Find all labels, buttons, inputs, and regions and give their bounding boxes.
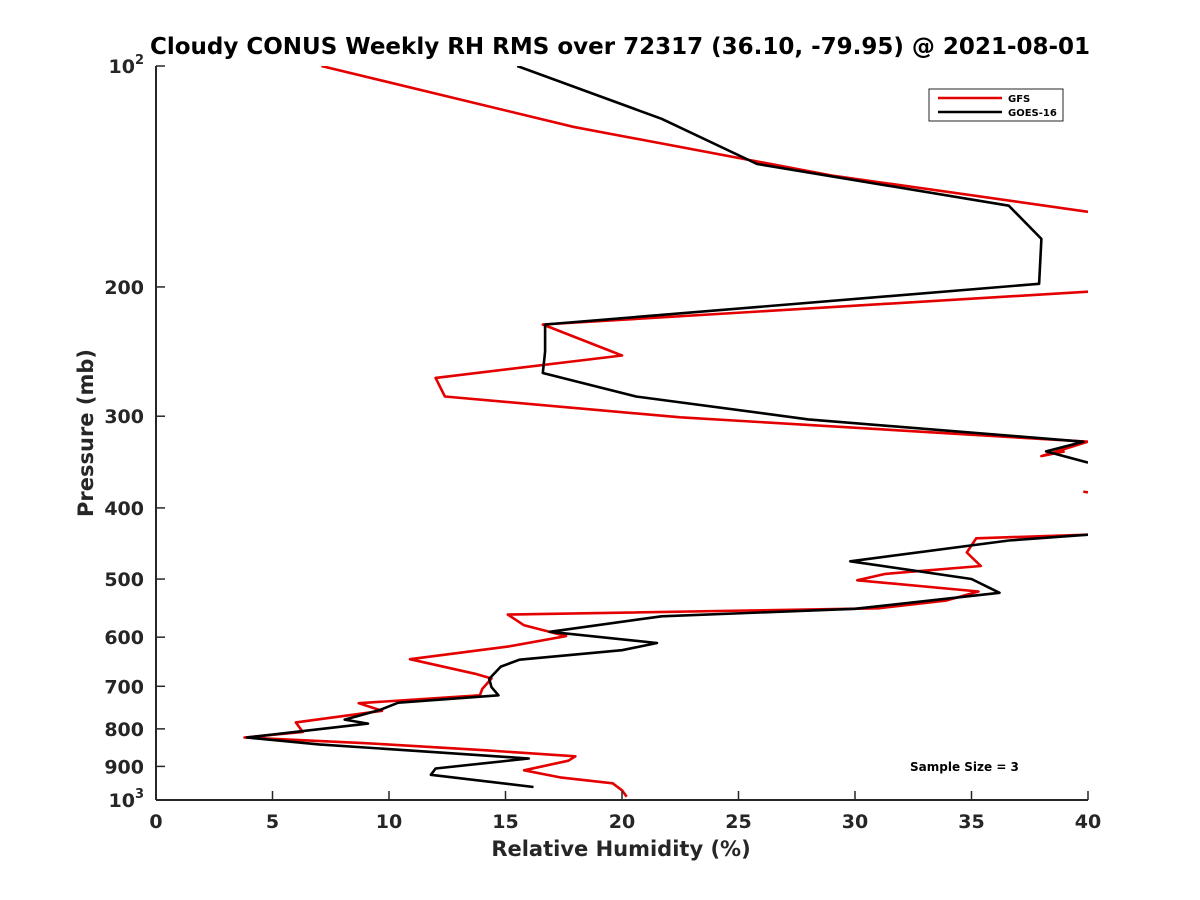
x-tick-label: 35 (958, 811, 984, 833)
series-line-gfs-1 (434, 290, 1088, 443)
y-tick-exponent: 2 (135, 53, 144, 68)
y-tick-label: 300 (104, 406, 144, 428)
legend-label-goes16: GOES-16 (1008, 108, 1057, 119)
y-tick-label: 200 (104, 277, 144, 299)
y-tick-base: 10 (109, 790, 135, 812)
y-tick-label: 700 (104, 676, 144, 698)
x-tick-label: 30 (842, 811, 868, 833)
y-tick-exponent: 3 (135, 787, 144, 802)
y-tick-label: 600 (104, 627, 144, 649)
x-tick-label: 25 (725, 811, 751, 833)
y-axis-label: Pressure (mb) (74, 349, 98, 517)
series-line-gfs-4 (243, 533, 1088, 798)
legend-label-gfs: GFS (1008, 94, 1030, 105)
legend: GFS GOES-16 (928, 88, 1064, 122)
y-tick-label: 102 (109, 53, 145, 78)
x-tick-label: 10 (376, 811, 402, 833)
y-tick-label: 400 (104, 498, 144, 520)
y-tick-label: 103 (109, 787, 145, 812)
series-line-gfs-3 (1083, 490, 1088, 494)
series-line-gfs-0 (321, 66, 1088, 214)
chart-title: Cloudy CONUS Weekly RH RMS over 72317 (3… (150, 34, 1090, 60)
x-tick-label: 15 (492, 811, 518, 833)
series-line-goes16-0 (516, 66, 1088, 464)
legend-box (928, 88, 1064, 122)
x-tick-label: 40 (1075, 811, 1101, 833)
sample-size-annotation: Sample Size = 3 (910, 760, 1019, 774)
x-tick-label: 0 (149, 811, 162, 833)
y-tick-label: 800 (104, 719, 144, 741)
x-axis-label: Relative Humidity (%) (491, 837, 750, 861)
series-line-goes16-1 (245, 533, 1088, 789)
series-layer (243, 66, 1088, 798)
ticks-layer: 0 5 10 15 20 25 30 35 40102200300400500600700800… (104, 53, 1101, 833)
x-tick-label: 20 (609, 811, 635, 833)
x-tick-label: 5 (266, 811, 279, 833)
y-tick-label: 500 (104, 569, 144, 591)
y-tick-base: 10 (109, 56, 135, 78)
y-tick-label: 900 (104, 756, 144, 778)
